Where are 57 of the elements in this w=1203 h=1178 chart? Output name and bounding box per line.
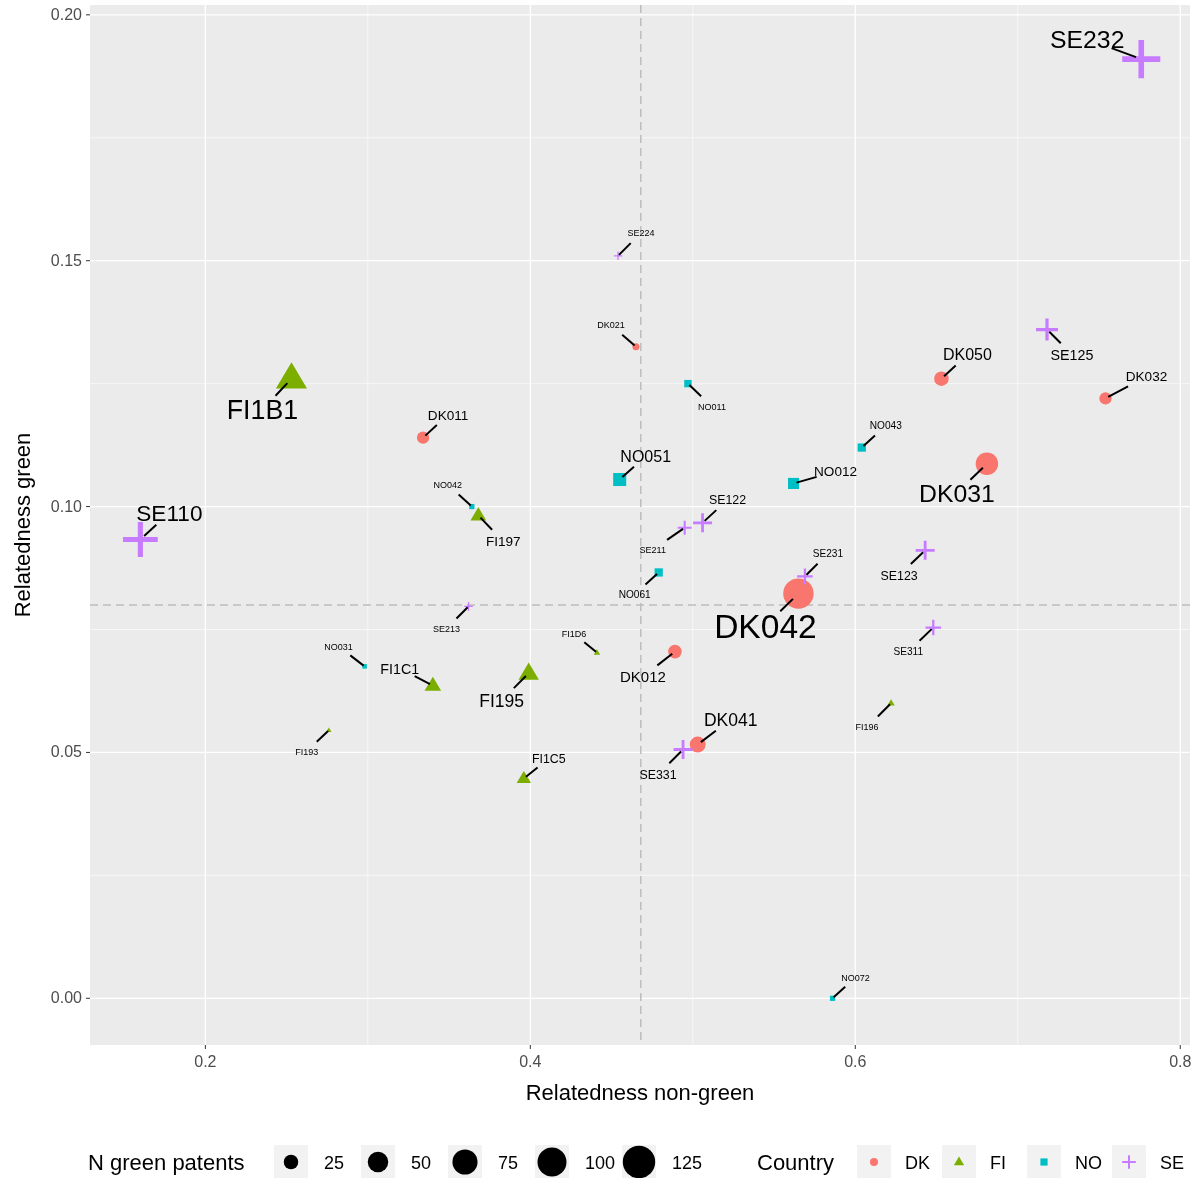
annotation: FI1D6 bbox=[561, 628, 587, 639]
legend-label: 25 bbox=[324, 1153, 345, 1173]
annotation: FI1C5 bbox=[531, 751, 566, 766]
text: N green patents bbox=[88, 1150, 245, 1175]
legend-label: 125 bbox=[672, 1153, 703, 1173]
y-axis-title: Relatedness green bbox=[10, 432, 35, 618]
annotation: FI1B1 bbox=[226, 395, 299, 426]
annotation: FI1C1 bbox=[380, 660, 420, 677]
annotation: DK031 bbox=[919, 479, 995, 507]
annotation: SE213 bbox=[433, 623, 461, 634]
annotation: SE211 bbox=[639, 544, 666, 555]
legend-label: 100 bbox=[585, 1153, 616, 1173]
legend-label: FI bbox=[990, 1153, 1006, 1173]
x-axis-title: Relatedness non-green bbox=[525, 1080, 755, 1105]
legend-title: Country bbox=[757, 1150, 835, 1175]
annotation: DK011 bbox=[427, 407, 469, 423]
annotation: SE122 bbox=[708, 493, 747, 508]
annotation: NO042 bbox=[433, 479, 463, 490]
annotation: DK042 bbox=[714, 607, 817, 645]
annotation: DK012 bbox=[620, 668, 666, 686]
annotation: DK021 bbox=[597, 319, 625, 330]
annotation: FI196 bbox=[855, 722, 879, 733]
annotation: FI193 bbox=[295, 746, 319, 757]
x-tick-label: 0.8 bbox=[1169, 1053, 1192, 1070]
legend-label: DK bbox=[905, 1153, 931, 1173]
annotation: DK050 bbox=[942, 346, 992, 364]
legend-label: 50 bbox=[411, 1153, 432, 1173]
annotation: SE123 bbox=[880, 568, 918, 583]
annotation: SE224 bbox=[627, 228, 655, 239]
x-tick-label: 0.6 bbox=[844, 1053, 867, 1070]
annotation: SE331 bbox=[639, 767, 677, 782]
y-tick-label: 0.10 bbox=[50, 497, 83, 515]
legend-label: NO bbox=[1075, 1153, 1102, 1173]
annotation: NO043 bbox=[869, 420, 903, 432]
annotation: SE232 bbox=[1050, 26, 1125, 54]
y-tick-label: 0.20 bbox=[50, 5, 83, 23]
annotation: DK032 bbox=[1125, 369, 1168, 385]
annotation: FI195 bbox=[479, 690, 525, 711]
x-tick-label: 0.4 bbox=[519, 1053, 542, 1070]
legend-label: 75 bbox=[498, 1153, 519, 1173]
annotation: NO061 bbox=[618, 589, 652, 601]
annotation: NO012 bbox=[814, 464, 858, 480]
annotation: SE110 bbox=[136, 500, 203, 526]
y-tick-label: 0.15 bbox=[50, 251, 83, 269]
y-tick-label: 0.05 bbox=[50, 743, 83, 761]
annotation: SE125 bbox=[1050, 346, 1094, 363]
annotation: NO031 bbox=[324, 641, 353, 652]
annotation: SE311 bbox=[893, 646, 924, 658]
x-tick-label: 0.2 bbox=[194, 1053, 217, 1070]
annotation: DK041 bbox=[703, 709, 758, 730]
annotation: SE231 bbox=[812, 548, 844, 560]
y-tick-label: 0.00 bbox=[50, 989, 83, 1007]
annotation: NO072 bbox=[841, 972, 870, 983]
annotation: NO011 bbox=[697, 401, 726, 412]
annotation: FI197 bbox=[485, 534, 521, 550]
legend-label: SE bbox=[1160, 1153, 1185, 1173]
annotation: NO051 bbox=[620, 448, 672, 466]
